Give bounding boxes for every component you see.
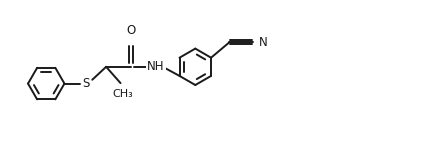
- Text: N: N: [259, 36, 268, 49]
- Text: CH₃: CH₃: [113, 89, 133, 99]
- Text: O: O: [126, 24, 136, 37]
- Text: NH: NH: [147, 60, 165, 73]
- Text: S: S: [82, 77, 90, 90]
